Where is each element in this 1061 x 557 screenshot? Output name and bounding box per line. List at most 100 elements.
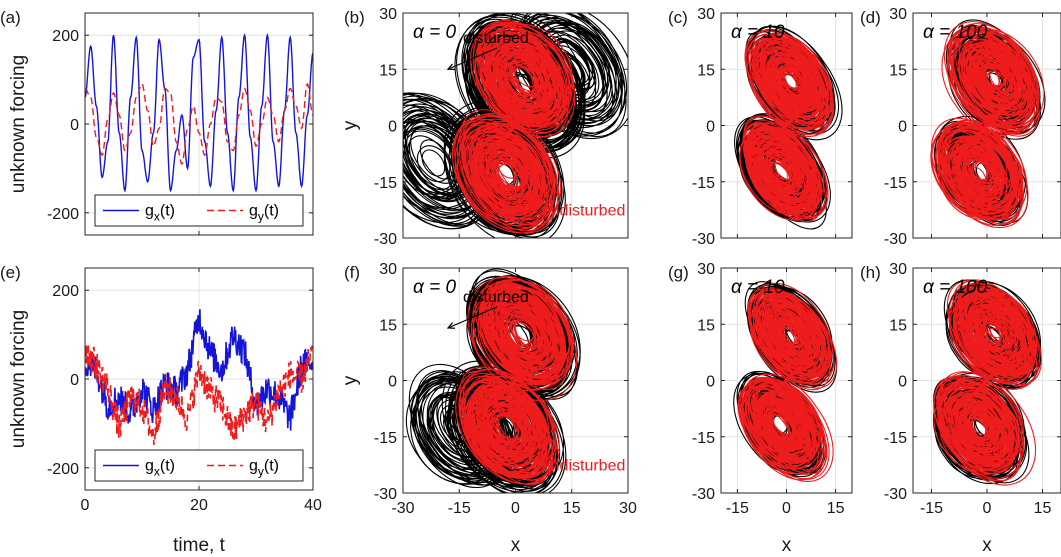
undisturbed-orbit xyxy=(930,21,1045,229)
annotation-disturbed: disturbed xyxy=(463,30,529,47)
x-tick-label: 0 xyxy=(782,500,791,517)
x-tick-label: 0 xyxy=(81,497,90,514)
y-tick-label: -15 xyxy=(692,430,715,447)
legend-entry: gy(t) xyxy=(249,203,279,224)
alpha-annotation: α = 10 xyxy=(731,22,785,43)
y-tick-label: -15 xyxy=(374,430,397,447)
annotation-arrow xyxy=(537,162,561,198)
undisturbed-transition-arcs xyxy=(471,90,559,162)
plot-area xyxy=(734,25,843,230)
y-tick-label: -30 xyxy=(374,486,397,503)
y-tick-label: 0 xyxy=(70,372,79,389)
y-tick-label: 15 xyxy=(379,317,397,334)
panel-label: (c) xyxy=(668,8,688,27)
y-tick-label: -30 xyxy=(692,486,715,503)
y-tick-label: -200 xyxy=(47,461,79,478)
annotation-arrow xyxy=(447,306,498,329)
x-axis-label: time, t xyxy=(173,535,225,556)
y-tick-label: -200 xyxy=(47,206,79,223)
y-tick-label: 30 xyxy=(889,261,907,278)
y-tick-label: 30 xyxy=(697,261,715,278)
undisturbed-transition-arcs xyxy=(945,345,1030,415)
x-tick-label: 20 xyxy=(190,497,208,514)
legend-entry: gx(t) xyxy=(145,203,175,224)
y-tick-label: 0 xyxy=(898,374,907,391)
panel-label: (g) xyxy=(668,263,689,282)
x-axis-label: x xyxy=(982,535,992,556)
y-tick-label: 30 xyxy=(889,6,907,23)
y-tick-label: 0 xyxy=(898,119,907,136)
panel-label: (b) xyxy=(344,8,365,27)
y-axis-label: y xyxy=(340,375,361,385)
y-tick-label: 0 xyxy=(706,119,715,136)
panel-f: -30 -15 0 15 30 -30 -15 0 15 30 (f) y x α = 0 disturbe… xyxy=(340,261,637,556)
alpha-annotation: α = 10 xyxy=(731,277,785,298)
y-axis-label: unknown forcing xyxy=(8,55,29,193)
undisturbed-trajectory xyxy=(455,275,578,486)
alpha-annotation: α = 100 xyxy=(923,277,988,298)
panel-h: -15 0 15 -30 -15 0 15 30 (h) x α = 100 xyxy=(860,261,1061,556)
annotation-arrowhead xyxy=(446,322,456,329)
undisturbed-orbit xyxy=(737,282,838,482)
undisturbed-transition-arcs xyxy=(749,352,820,412)
alpha-annotation: α = 100 xyxy=(923,22,988,43)
annotation-arrowhead xyxy=(446,63,456,71)
panel-b: -30 -15 0 15 30 (b) y α = 0 disturbed undisturbed xyxy=(340,6,629,248)
legend-entry: gx(t) xyxy=(145,458,175,479)
x-tick-label: 15 xyxy=(563,500,581,517)
y-tick-label: 30 xyxy=(379,6,397,23)
legend: gx(t) gy(t) xyxy=(94,449,304,482)
series-y-line xyxy=(85,82,313,166)
panel-label: (e) xyxy=(0,263,21,282)
y-tick-label: 0 xyxy=(706,374,715,391)
plot-area xyxy=(733,281,838,482)
y-tick-label: -30 xyxy=(374,231,397,248)
y-axis-label: unknown forcing xyxy=(8,310,29,448)
series-y-line xyxy=(85,343,313,445)
y-tick-label: 15 xyxy=(697,62,715,79)
panel-d: -30 -15 0 15 30 (d) α = 100 xyxy=(860,6,1061,248)
annotation-disturbed: disturbed xyxy=(463,289,529,306)
x-tick-label: 15 xyxy=(827,500,845,517)
undisturbed-orbit xyxy=(933,279,1042,486)
undisturbed-transition-arcs xyxy=(473,345,558,415)
panel-label: (d) xyxy=(860,8,881,27)
y-tick-label: 15 xyxy=(697,317,715,334)
y-tick-label: -15 xyxy=(884,175,907,192)
panel-a: -200 0 200 (a) unknown forcing gx(t) gy(t) xyxy=(0,8,314,236)
x-tick-label: -30 xyxy=(391,500,414,517)
x-tick-label: -15 xyxy=(920,500,943,517)
x-axis-label: x xyxy=(511,535,521,556)
panel-e: 0 20 40 -200 0 200 (e) unknown forcing time, t gx… xyxy=(0,263,322,556)
annotation-arrow xyxy=(537,417,561,453)
alpha-annotation: α = 0 xyxy=(413,277,456,298)
plot-area xyxy=(85,32,313,193)
y-axis-label: y xyxy=(340,120,361,130)
y-tick-label: -15 xyxy=(692,175,715,192)
plot-area xyxy=(403,13,628,238)
y-tick-label: 15 xyxy=(889,62,907,79)
y-tick-label: 200 xyxy=(52,28,79,45)
y-tick-label: -15 xyxy=(374,175,397,192)
y-tick-label: -30 xyxy=(884,486,907,503)
y-tick-label: -30 xyxy=(884,231,907,248)
series-x-line xyxy=(85,32,313,193)
undisturbed-trajectory xyxy=(933,279,1042,486)
y-tick-label: 0 xyxy=(388,119,397,136)
plot-area xyxy=(932,279,1042,486)
y-tick-label: 0 xyxy=(70,117,79,134)
y-tick-label: 30 xyxy=(697,6,715,23)
x-tick-label: 0 xyxy=(983,500,992,517)
x-tick-label: 0 xyxy=(511,500,520,517)
undisturbed-transition-arcs xyxy=(750,95,823,156)
y-tick-label: 0 xyxy=(388,374,397,391)
undisturbed-trajectory xyxy=(737,282,838,482)
alpha-annotation: α = 0 xyxy=(413,22,456,43)
panel-c: -30 -15 0 15 30 (c) α = 10 xyxy=(668,6,853,248)
annotation-undisturbed: undisturbed xyxy=(542,203,626,220)
y-tick-label: 200 xyxy=(52,283,79,300)
legend: gx(t) gy(t) xyxy=(94,194,304,227)
y-tick-label: 30 xyxy=(379,261,397,278)
x-axis-label: x xyxy=(782,535,792,556)
undisturbed-trajectory xyxy=(739,28,835,223)
